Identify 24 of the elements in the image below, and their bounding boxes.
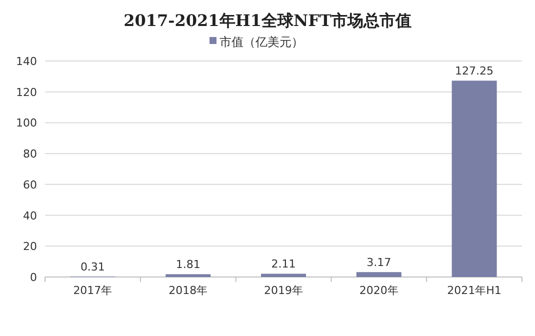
- x-tick-label: 2020年: [359, 284, 398, 297]
- legend-label: 市值（亿美元）: [220, 35, 304, 49]
- bar: [356, 272, 402, 277]
- x-tick-label: 2021年H1: [447, 284, 502, 297]
- data-label: 1.81: [176, 258, 200, 272]
- x-tick-label: 2018年: [168, 284, 208, 297]
- chart-title: 2017-2021年H1全球NFT市场总市值: [124, 11, 412, 30]
- y-tick-label: 120: [16, 86, 37, 99]
- y-tick-label: 100: [16, 116, 37, 130]
- y-tick-label: 0: [30, 271, 37, 284]
- y-tick-label: 60: [23, 178, 37, 192]
- y-tick-label: 80: [23, 148, 37, 161]
- data-label: 127.25: [455, 64, 494, 78]
- bar: [452, 80, 497, 277]
- y-tick-label: 20: [23, 240, 37, 254]
- x-tick-label: 2019年: [264, 284, 303, 297]
- data-label: 3.17: [366, 256, 392, 270]
- x-tick-label: 2017年: [73, 284, 112, 297]
- bar: [261, 274, 306, 277]
- y-tick-label: 40: [23, 209, 37, 222]
- bar: [166, 274, 211, 277]
- data-label: 2.11: [271, 258, 296, 271]
- data-label: 0.31: [80, 260, 105, 274]
- y-tick-label: 140: [16, 55, 37, 68]
